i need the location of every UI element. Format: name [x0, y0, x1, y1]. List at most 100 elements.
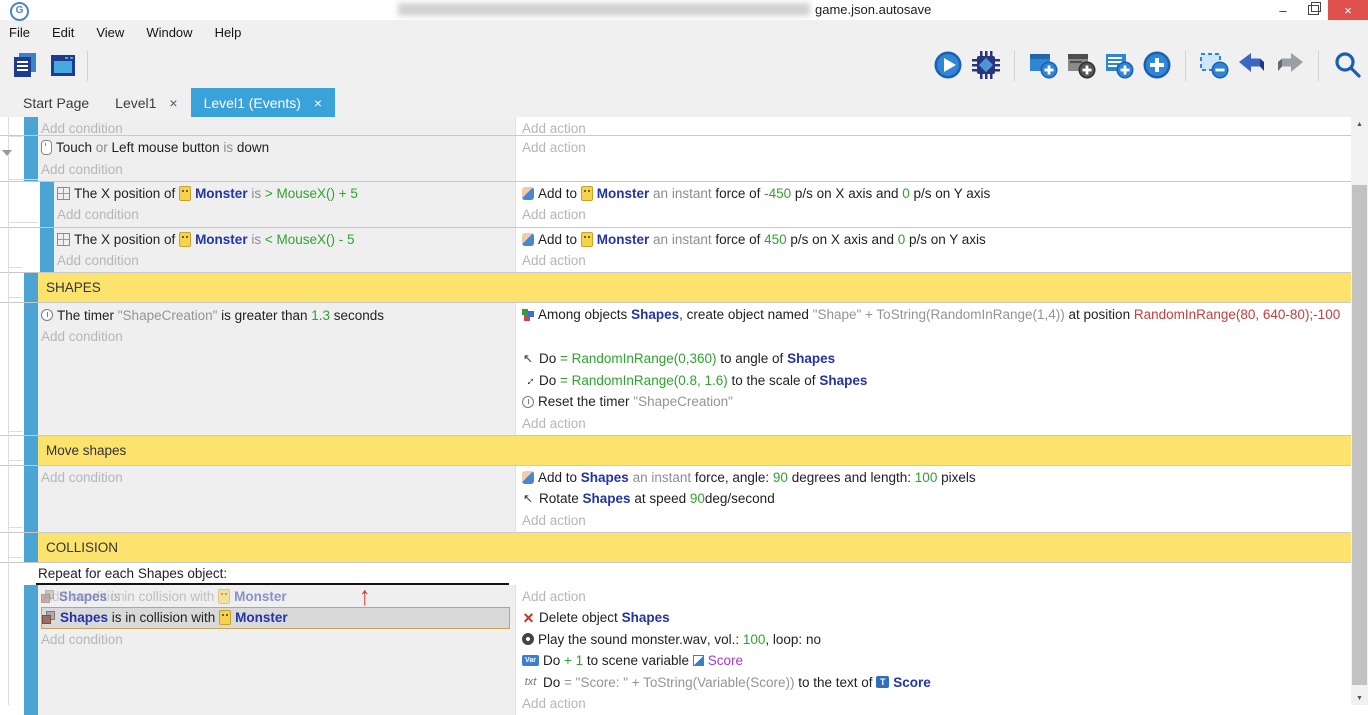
event-selection-bar[interactable]	[24, 117, 38, 135]
condition-line[interactable]: The X position of Monster is > MouseX() …	[57, 183, 515, 204]
project-manager-button[interactable]	[8, 48, 42, 84]
toolbar	[0, 44, 1368, 88]
debug-button[interactable]	[969, 48, 1003, 84]
text-segment: p/s on X axis and	[786, 231, 898, 247]
menu-window[interactable]: Window	[146, 24, 193, 40]
condition-cell: The timer "ShapeCreation" is greater tha…	[38, 303, 515, 435]
action-line[interactable]: Do + 1 to scene variable Score	[522, 650, 1351, 671]
add-condition-button[interactable]: Add condition	[41, 631, 123, 647]
tab-start-page[interactable]: Start Page	[10, 88, 102, 117]
text-segment: deg/second	[704, 491, 775, 507]
tab-level1[interactable]: Level1 ×	[102, 88, 190, 117]
action-line[interactable]: Add to Shapes an instant force, angle: 9…	[522, 467, 1351, 488]
action-line[interactable]: Do = "Score: " + ToString(Variable(Score…	[522, 671, 1351, 692]
event-selection-bar[interactable]	[24, 136, 38, 181]
condition-line[interactable]: Touch or Left mouse button is down	[41, 137, 515, 158]
monster-icon	[580, 185, 593, 201]
menu-view[interactable]: View	[96, 24, 125, 40]
section-header[interactable]: COLLISION	[38, 532, 1351, 562]
add-action-button[interactable]: Add action	[522, 121, 586, 135]
event-selection-bar[interactable]	[40, 227, 54, 273]
text-segment: force of	[715, 231, 765, 247]
action-line[interactable]: Add to Monster an instant force of -450 …	[522, 183, 1351, 204]
event-selection-bar[interactable]	[24, 584, 38, 715]
repeat-event-row: Repeat for each Shapes object:	[0, 561, 1351, 585]
action-line[interactable]: Delete object Shapes	[522, 607, 1351, 628]
menu-edit[interactable]: Edit	[51, 24, 75, 40]
vertical-scrollbar[interactable]: ▲ ▼	[1351, 117, 1368, 705]
redo-button[interactable]	[1273, 48, 1307, 84]
search-button[interactable]	[1330, 48, 1364, 84]
text-segment: RandomInRange(80, 640-80);-100	[1133, 307, 1341, 323]
text-segment: Shapes	[819, 372, 868, 388]
menu-file[interactable]: File	[9, 24, 30, 40]
action-cell: Add action	[515, 117, 1351, 135]
delete-event-button[interactable]	[1197, 48, 1231, 84]
event-selection-bar[interactable]	[24, 465, 38, 532]
text-segment: Monster	[195, 185, 252, 201]
section-header[interactable]: SHAPES	[38, 273, 1351, 303]
add-action-button[interactable]: Add action	[522, 589, 586, 605]
add-event-button[interactable]	[1026, 48, 1060, 84]
event-selection-bar[interactable]	[24, 532, 38, 562]
toolbar-separator	[1185, 51, 1186, 81]
menu-help[interactable]: Help	[214, 24, 242, 40]
undo-button[interactable]	[1235, 48, 1269, 84]
text-segment: Do	[539, 351, 561, 367]
action-line[interactable]: Add to Monster an instant force of 450 p…	[522, 229, 1351, 250]
tab-close-icon[interactable]: ×	[313, 94, 323, 111]
section-header[interactable]: Move shapes	[38, 435, 1351, 465]
toolbar-separator	[1318, 51, 1319, 81]
action-line[interactable]: Do = RandomInRange(0,360) to angle of Sh…	[522, 348, 1351, 369]
scroll-up-arrow[interactable]: ▲	[1356, 120, 1363, 128]
action-line[interactable]: Do = RandomInRange(0.8, 1.6) to the scal…	[522, 370, 1351, 391]
add-condition-button[interactable]: Add condition	[57, 253, 139, 269]
action-line[interactable]: Reset the timer "ShapeCreation"	[522, 391, 1351, 412]
add-action-button[interactable]: Add action	[522, 415, 586, 431]
add-action-button[interactable]: Add action	[522, 696, 586, 712]
monster-icon	[218, 589, 231, 605]
add-condition-button[interactable]: Add condition	[41, 328, 123, 344]
event-selection-bar[interactable]	[40, 181, 54, 227]
scrollbar-thumb[interactable]	[1352, 185, 1367, 685]
play-button[interactable]	[931, 48, 965, 84]
collision-event-row: Add condition Shapes is in collision with…	[0, 584, 1351, 715]
condition-line[interactable]: The X position of Monster is < MouseX() …	[57, 229, 515, 250]
condition-line-selected[interactable]: Shapes is in collision with Monster	[41, 607, 510, 629]
add-condition-button[interactable]: Add condition	[41, 469, 123, 485]
tab-level1-events-[interactable]: Level1 (Events) ×	[190, 88, 336, 117]
minimize-button[interactable]: –	[1279, 2, 1287, 18]
tab-close-icon[interactable]: ×	[169, 94, 178, 111]
add-circle-button[interactable]	[1140, 48, 1174, 84]
restore-button[interactable]	[1298, 0, 1328, 20]
condition-line[interactable]: The timer "ShapeCreation" is greater tha…	[41, 304, 515, 325]
scene-window-button[interactable]	[46, 48, 80, 84]
monster-icon	[219, 610, 232, 626]
text-segment: Add to	[538, 469, 581, 485]
text-segment: Left mouse button	[111, 140, 224, 156]
event-selection-bar[interactable]	[24, 435, 38, 465]
add-action-button[interactable]: Add action	[522, 207, 586, 223]
scroll-down-arrow[interactable]: ▼	[1356, 694, 1363, 702]
text-segment: Do	[543, 674, 565, 690]
add-comment-button[interactable]	[1102, 48, 1136, 84]
close-button[interactable]: ×	[1328, 0, 1368, 20]
event-selection-bar[interactable]	[24, 303, 38, 435]
add-condition-button[interactable]: Add condition	[41, 121, 123, 135]
add-sub-event-button[interactable]	[1064, 48, 1098, 84]
ghost-condition-text: Shapes is in collision with Monster	[41, 589, 287, 605]
repeat-header-cell[interactable]: Repeat for each Shapes object:	[36, 562, 514, 585]
add-condition-button[interactable]: Add condition	[41, 161, 123, 177]
add-action-button[interactable]: Add action	[522, 512, 586, 528]
add-condition-button[interactable]: Add condition	[57, 207, 139, 223]
add-action-button[interactable]: Add action	[522, 253, 586, 269]
condition-cell: Touch or Left mouse button is down Add co…	[38, 136, 515, 181]
text-segment: no	[805, 631, 821, 647]
add-action-button[interactable]: Add action	[522, 140, 586, 156]
add-sub-event-icon	[1065, 50, 1097, 83]
text-segment: The timer	[57, 307, 118, 323]
action-line[interactable]: Play the sound monster.wav, vol.: 100, l…	[522, 629, 1351, 650]
event-selection-bar[interactable]	[24, 273, 38, 303]
action-line[interactable]: Among objects Shapes, create object name…	[522, 304, 1351, 348]
